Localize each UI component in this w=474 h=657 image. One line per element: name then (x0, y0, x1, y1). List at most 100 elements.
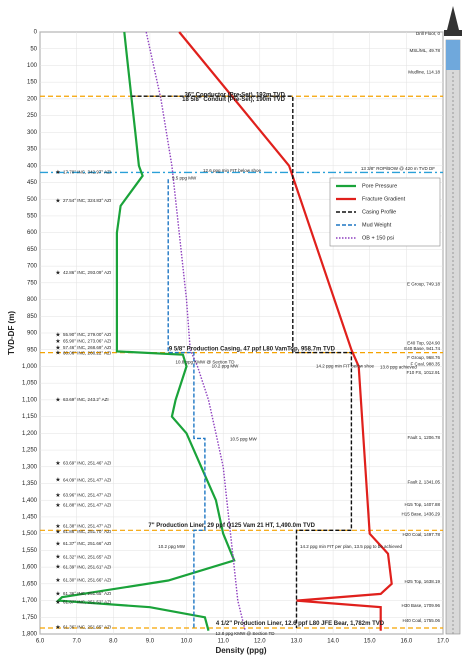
survey-star: ★ (55, 502, 60, 509)
survey-star: ★ (55, 477, 60, 484)
x-tick-label: 15.0 (364, 639, 376, 645)
formation-label: H40 Coal, 1755.06 (402, 618, 440, 623)
formation-label: MSL/ML, 49.78 (409, 48, 440, 53)
formation-label: H15 Top, 1407.88 (405, 502, 441, 507)
y-tick-label: 450 (27, 180, 38, 186)
y-tick-label: 0 (34, 30, 38, 36)
legend-label: Pore Pressure (362, 183, 397, 189)
x-tick-label: 6.0 (36, 639, 45, 645)
annotation: 10.2 ppg MW (158, 544, 186, 549)
formation-label: Fault 1, 1206.78 (407, 435, 440, 440)
survey-star: ★ (55, 269, 60, 276)
survey-star: ★ (55, 350, 60, 357)
y-tick-label: 1,000 (22, 364, 38, 370)
survey-label: 61.32° INC, 251.65° AZI (63, 554, 111, 559)
y-tick-label: 350 (27, 147, 38, 153)
survey-star: ★ (55, 396, 60, 403)
y-tick-label: 1,800 (22, 632, 38, 638)
survey-label: 63.69° INC, 251.46° AZI (63, 461, 111, 466)
y-tick-label: 1,300 (22, 464, 38, 470)
formation-label: E40 Base, 941.74 (404, 346, 440, 351)
legend-label: Fracture Gradient (362, 196, 406, 202)
y-tick-label: 200 (27, 96, 38, 102)
legend: Pore Pressure Fracture Gradient Casing Pro… (329, 177, 441, 247)
survey-star: ★ (55, 331, 60, 338)
formation-label: F10 FS, 1012.91 (406, 370, 440, 375)
annotation: 10.5 ppg MW (230, 437, 258, 442)
wellbore-schematic (444, 6, 462, 635)
survey-label: 61.37° INC, 251.66° AZI (63, 541, 111, 546)
y-tick-label: 900 (27, 331, 38, 337)
y-tick-label: 750 (27, 280, 38, 286)
y-tick-label: 700 (27, 264, 38, 270)
annotation: 9 5/8" Production Casing, 47 ppf L80 Vam… (169, 347, 336, 353)
survey-label: 57.46° INC, 268.69° AZI (63, 345, 111, 350)
x-tick-label: 8.0 (109, 639, 118, 645)
formation-label: Fault 2, 1341.05 (407, 480, 440, 485)
y-tick-label: 1,250 (22, 448, 38, 454)
survey-label: 42.86° INC, 293.09° AZI (63, 270, 111, 275)
y-tick-label: 1,200 (22, 431, 38, 437)
y-tick-label: 1,600 (22, 565, 38, 571)
formation-label: E Group, 749.18 (407, 282, 441, 287)
formation-label: F Group, 968.76 (407, 355, 440, 360)
annotation: 14.2 ppg min FIT per plan, 13.5 ppg to b… (300, 544, 402, 549)
formation-label: H15 Base, 1436.29 (401, 512, 440, 517)
annotation: 7" Production Liner, 29 ppf Q125 Vam 21 … (148, 523, 315, 529)
annotation: 4 1/2" Production Liner, 12.6 ppf L80 JF… (216, 621, 385, 627)
survey-label: 61.36° INC, 251.65° AZI (63, 591, 111, 596)
survey-star: ★ (55, 564, 60, 571)
legend-label: Mud Weight (362, 222, 392, 228)
y-tick-label: 250 (27, 113, 38, 119)
survey-label: 63.69° INC, 243.2° AZI (63, 397, 109, 402)
x-tick-label: 9.0 (146, 639, 155, 645)
survey-star: ★ (55, 338, 60, 345)
x-axis-title: Density (ppg) (215, 646, 266, 655)
survey-label: 55.90° INC, 279.00° AZI (63, 332, 111, 337)
x-tick-label: 12.0 (254, 639, 266, 645)
x-tick-label: 13.0 (291, 639, 303, 645)
y-tick-label: 1,050 (22, 381, 38, 387)
x-tick-label: 14.0 (327, 639, 339, 645)
survey-star: ★ (55, 523, 60, 530)
survey-label: 60.06° INC, 268.22° AZI (63, 350, 111, 355)
y-tick-label: 850 (27, 314, 38, 320)
y-tick-label: 800 (27, 297, 38, 303)
survey-star: ★ (55, 529, 60, 536)
formation-label: H30 Base, 1709.96 (401, 603, 440, 608)
survey-label: 61.37° INC, 251.52° AZI (63, 599, 111, 604)
y-axis-title: TVD-DF (m) (7, 311, 16, 355)
x-tick-label: 16.0 (401, 639, 413, 645)
formation-label: H20 Coal, 1497.78 (402, 532, 440, 537)
series-line (167, 179, 206, 628)
legend-label: Casing Profile (362, 209, 396, 215)
survey-star: ★ (55, 492, 60, 499)
survey-label: 65.90° INC, 273.06° AZI (63, 339, 111, 344)
survey-star: ★ (55, 590, 60, 597)
annotation: 12.8 ppg KMW @ Section TD (215, 631, 275, 636)
annotation: 10.8 ppg KMW @ Section TD (175, 360, 235, 365)
legend-label: OB + 150 psi (362, 235, 394, 241)
annotation: 12.6 ppg min FIT below shoe (203, 168, 261, 173)
y-tick-label: 300 (27, 130, 38, 136)
y-tick-label: 100 (27, 63, 38, 69)
y-tick-label: 150 (27, 80, 38, 86)
y-tick-label: 1,100 (22, 397, 38, 403)
survey-star: ★ (55, 540, 60, 547)
y-tick-label: 650 (27, 247, 38, 253)
annotation: 9.5 ppg MW (172, 176, 197, 181)
survey-star: ★ (55, 460, 60, 467)
y-tick-label: 550 (27, 214, 38, 220)
survey-star: ★ (55, 599, 60, 606)
formation-label: F Coal, 988.35 (410, 362, 440, 367)
y-tick-label: 400 (27, 163, 38, 169)
formation-label: Drill Floor, 0 (416, 31, 441, 36)
y-tick-label: 1,500 (22, 531, 38, 537)
series-line (131, 95, 353, 628)
y-tick-label: 50 (30, 46, 37, 52)
annotation: 18 5/8" Conduit (Pre-Set), 190m TVD (182, 97, 286, 103)
survey-star: ★ (55, 624, 60, 631)
survey-label: 61.86° INC, 251.70° AZI (63, 529, 111, 534)
